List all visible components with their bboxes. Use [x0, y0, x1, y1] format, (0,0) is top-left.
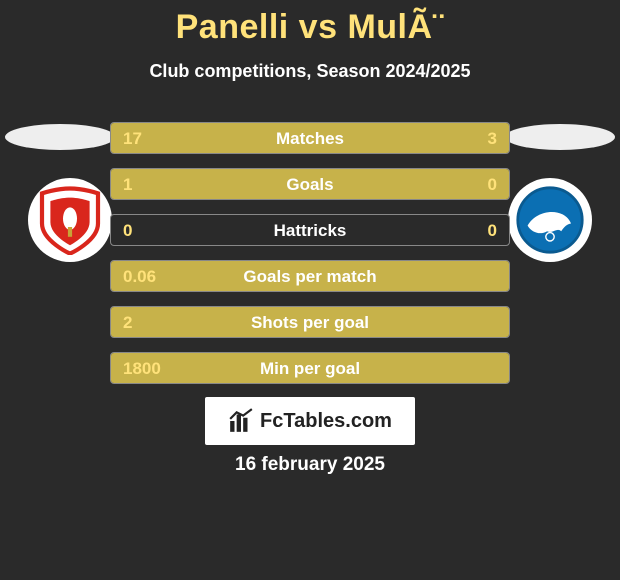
stat-row: 1800Min per goal: [110, 352, 510, 384]
fctables-badge[interactable]: FcTables.com: [205, 397, 415, 445]
badge-text: FcTables.com: [260, 410, 392, 433]
stat-row: 00Hattricks: [110, 214, 510, 246]
player-ellipse-left: [5, 124, 115, 150]
stat-label: Goals per match: [111, 261, 509, 291]
club-logo-left: [28, 178, 112, 262]
chart-icon: [228, 408, 254, 434]
carpi-logo-icon: [35, 185, 105, 255]
stats-table: 173Matches 10Goals 00Hattricks 0.06Goals pe…: [110, 122, 510, 398]
stat-label: Goals: [111, 169, 509, 199]
subtitle: Club competitions, Season 2024/2025: [0, 61, 620, 82]
stat-row: 10Goals: [110, 168, 510, 200]
stat-row: 173Matches: [110, 122, 510, 154]
stat-row: 0.06Goals per match: [110, 260, 510, 292]
comparison-card: Panelli vs MulÃ¨ Club competitions, Seas…: [0, 0, 620, 580]
pescara-logo-icon: [515, 185, 585, 255]
stat-row: 2Shots per goal: [110, 306, 510, 338]
stat-label: Min per goal: [111, 353, 509, 383]
page-title: Panelli vs MulÃ¨: [0, 0, 620, 47]
club-logo-right: [508, 178, 592, 262]
match-date: 16 february 2025: [0, 454, 620, 476]
stat-label: Shots per goal: [111, 307, 509, 337]
stat-label: Matches: [111, 123, 509, 153]
stat-label: Hattricks: [111, 215, 509, 245]
player-ellipse-right: [505, 124, 615, 150]
